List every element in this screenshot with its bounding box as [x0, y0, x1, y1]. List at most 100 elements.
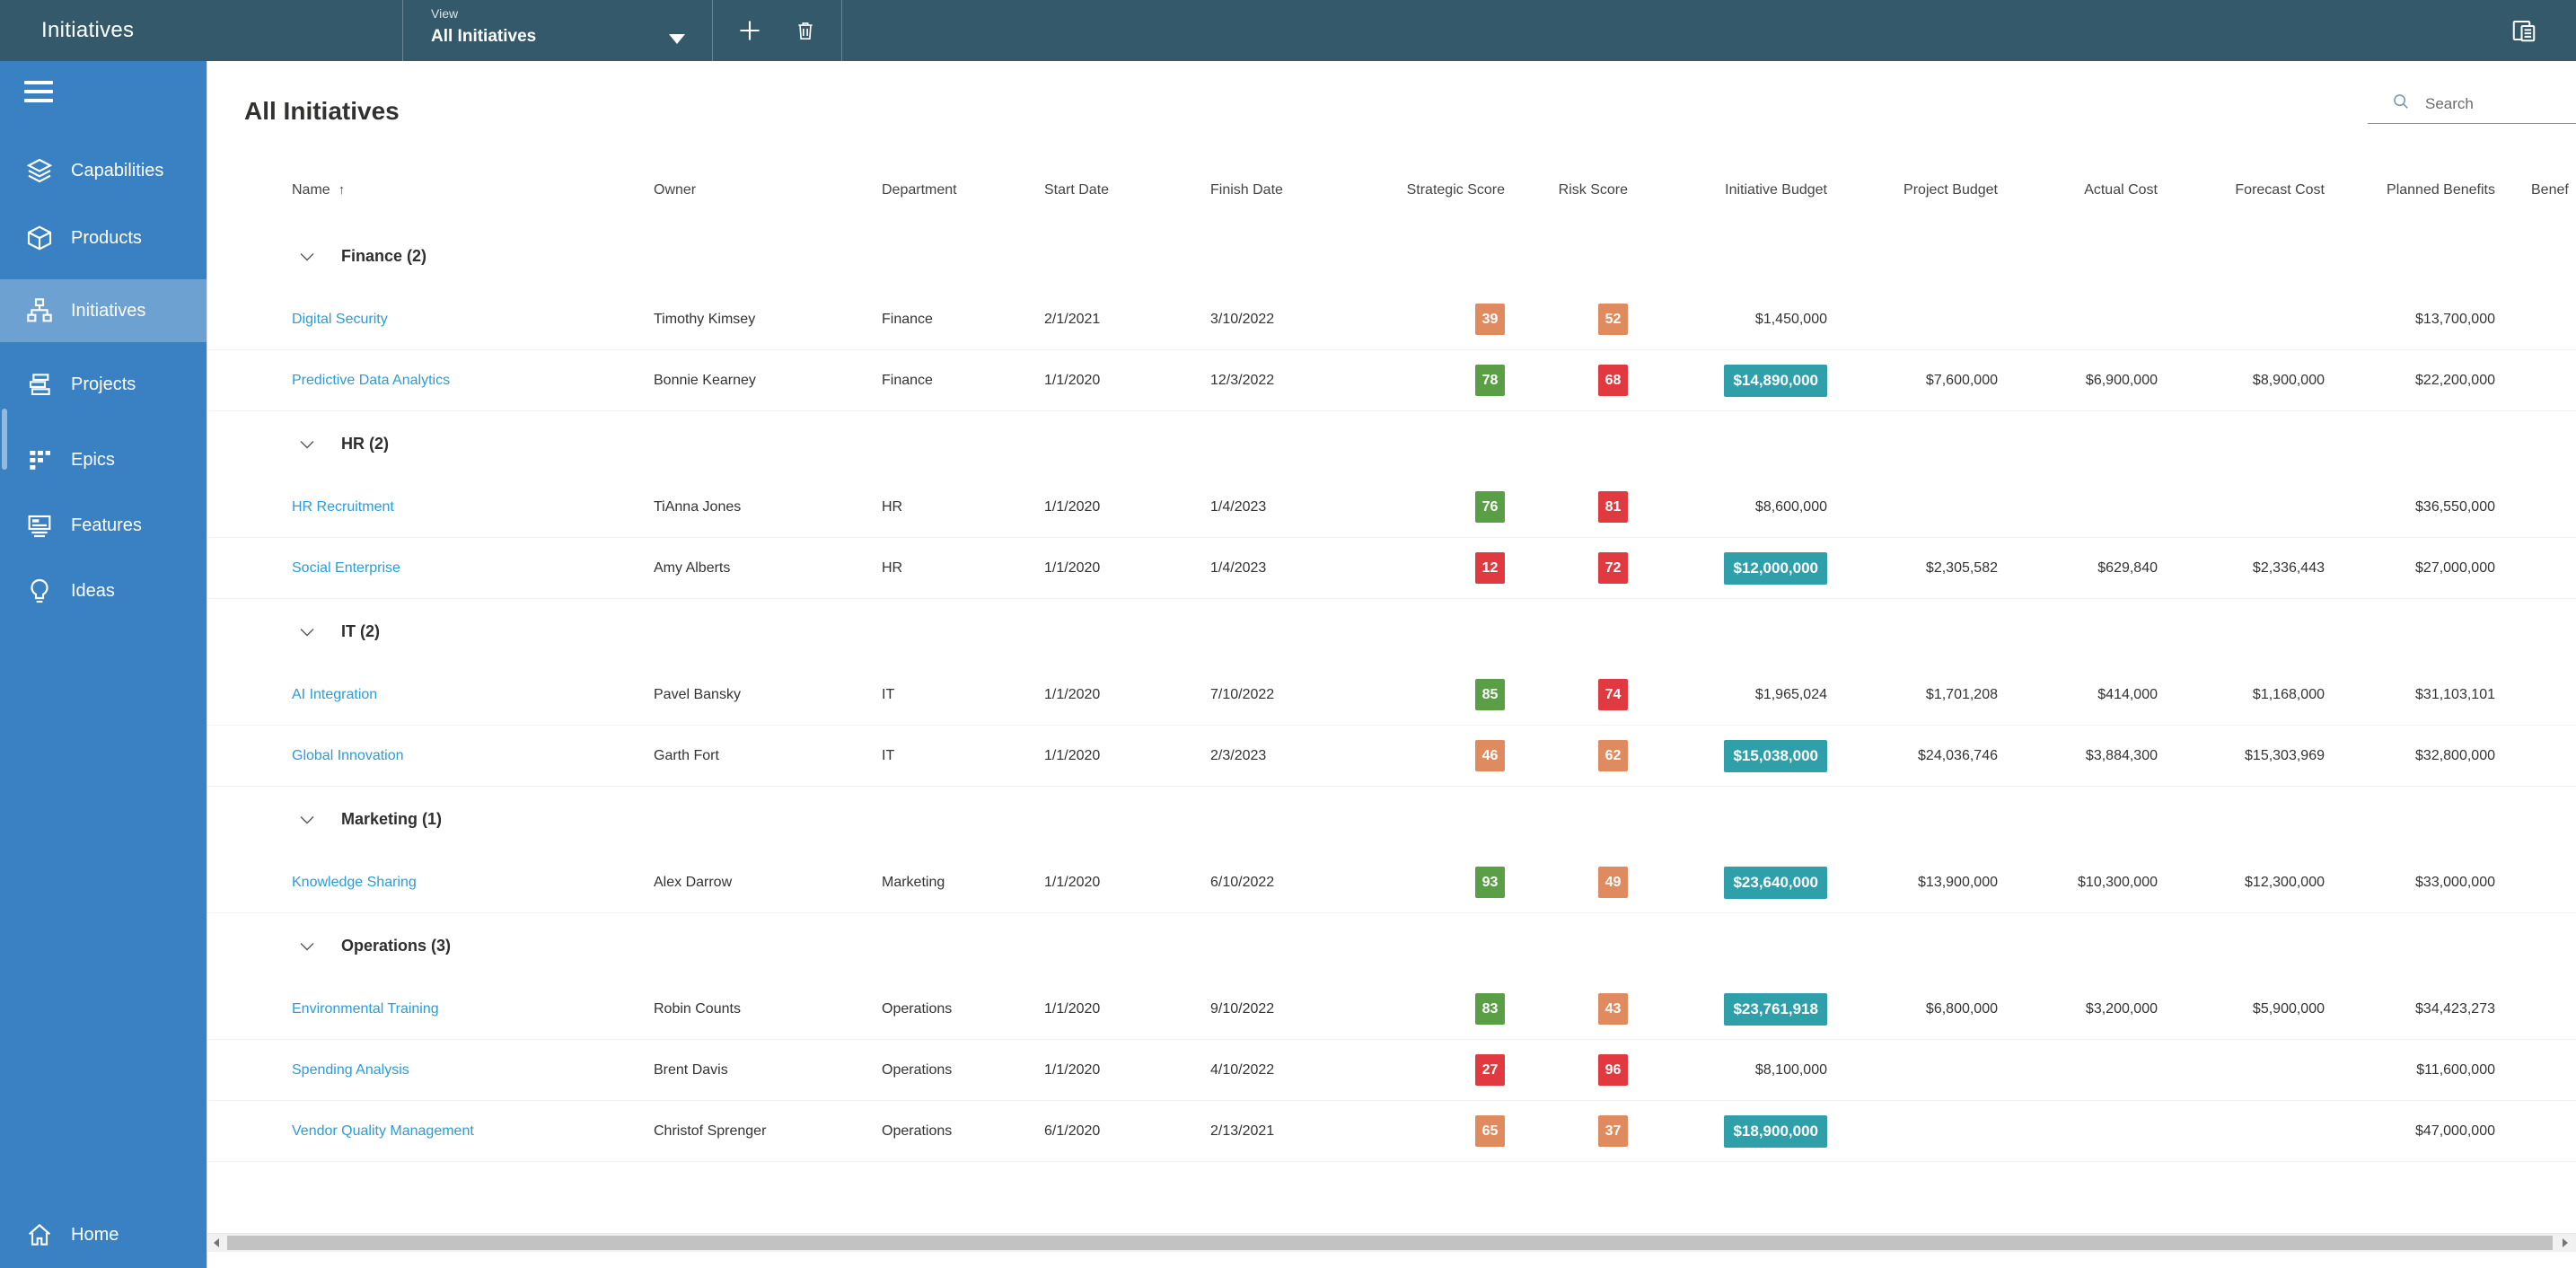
column-header-project-budget[interactable]: Project Budget — [1827, 182, 1998, 198]
department-cell: Operations — [882, 1000, 953, 1017]
forecast-cost-cell: $1,168,000 — [2252, 686, 2325, 702]
initiative-link[interactable]: Global Innovation — [292, 747, 404, 763]
sidebar-item-label: Projects — [71, 374, 136, 394]
owner-cell: Garth Fort — [654, 747, 719, 763]
initiative-link[interactable]: Social Enterprise — [292, 559, 400, 576]
initiative-link[interactable]: Environmental Training — [292, 1000, 439, 1017]
group-header[interactable]: Operations (3) — [207, 913, 2576, 979]
risk-score-cell: 68 — [1505, 365, 1628, 396]
initiative-budget-value: $8,100,000 — [1754, 1061, 1827, 1078]
topbar-divider — [402, 0, 403, 61]
chevron-down-icon[interactable] — [299, 250, 315, 264]
group-header[interactable]: Marketing (1) — [207, 787, 2576, 852]
column-header-benef[interactable]: Benef — [2495, 182, 2576, 198]
name-cell: Global Innovation — [207, 748, 654, 764]
initiative-budget-cell: $14,890,000 — [1628, 364, 1827, 397]
hierarchy-icon — [24, 295, 55, 326]
initiative-budget-cell: $8,100,000 — [1628, 1062, 1827, 1079]
top-bar: Initiatives View All Initiatives — [0, 0, 2576, 61]
strategic-score-badge: 12 — [1475, 552, 1505, 584]
actual-cost-cell: $10,300,000 — [2078, 874, 2158, 890]
sidebar-item-features[interactable]: Features — [0, 494, 207, 557]
finish-date-cell: 3/10/2022 — [1210, 311, 1275, 327]
initiative-link[interactable]: Predictive Data Analytics — [292, 372, 451, 388]
delete-initiative-button[interactable] — [779, 0, 831, 61]
sidebar-item-label: Features — [71, 515, 142, 535]
sidebar-item-products[interactable]: Products — [0, 207, 207, 269]
risk-score-badge: 49 — [1598, 867, 1628, 898]
column-header-label: Department — [882, 182, 957, 198]
hamburger-icon[interactable] — [24, 81, 53, 104]
sidebar-item-projects[interactable]: Projects — [0, 353, 207, 416]
column-header-label: Project Budget — [1903, 182, 1998, 198]
strategic-score-cell: 93 — [1372, 867, 1505, 898]
sidebar-item-epics[interactable]: Epics — [0, 428, 207, 491]
column-header-forecast-cost[interactable]: Forecast Cost — [2158, 182, 2325, 198]
planned-benefits-cell: $13,700,000 — [2415, 311, 2495, 327]
chevron-down-icon[interactable] — [299, 813, 315, 827]
scroll-right-arrow-icon[interactable] — [2556, 1234, 2574, 1252]
sidebar-item-ideas[interactable]: Ideas — [0, 559, 207, 622]
column-header-label: Start Date — [1044, 182, 1110, 198]
strategic-score-cell: 83 — [1372, 993, 1505, 1025]
actual-cost-cell: $3,884,300 — [2085, 747, 2158, 763]
initiative-link[interactable]: HR Recruitment — [292, 498, 394, 515]
finish-date-cell: 1/4/2023 — [1210, 559, 1267, 576]
strategic-score-badge: 85 — [1475, 679, 1505, 710]
scroll-left-arrow-icon[interactable] — [207, 1234, 225, 1252]
planned-benefits-cell: $31,103,101 — [2415, 686, 2495, 702]
planned-benefits-cell: $36,550,000 — [2415, 498, 2495, 515]
strategic-score-badge: 39 — [1475, 304, 1505, 335]
risk-score-badge: 81 — [1598, 491, 1628, 523]
strategic-score-badge: 46 — [1475, 740, 1505, 771]
start-date-cell: 1/1/2020 — [1044, 1061, 1101, 1078]
table-row: Digital Security Timothy Kimsey Finance 2/1… — [207, 289, 2576, 350]
initiative-link[interactable]: Vendor Quality Management — [292, 1123, 474, 1139]
chevron-down-icon[interactable] — [299, 437, 315, 452]
owner-cell: Amy Alberts — [654, 559, 731, 576]
finish-date-cell: 4/10/2022 — [1210, 1061, 1275, 1078]
start-date-cell: 1/1/2020 — [1044, 874, 1101, 890]
initiative-budget-cell: $8,600,000 — [1628, 499, 1827, 515]
scrollbar-thumb[interactable] — [227, 1236, 2553, 1250]
initiative-link[interactable]: Spending Analysis — [292, 1061, 409, 1078]
group-header[interactable]: HR (2) — [207, 411, 2576, 477]
sidebar-item-initiatives[interactable]: Initiatives — [0, 279, 207, 342]
group-header[interactable]: Finance (2) — [207, 224, 2576, 289]
details-panel-button[interactable] — [2498, 0, 2550, 61]
start-date-cell: 2/1/2021 — [1044, 311, 1101, 327]
sidebar-item-home[interactable]: Home — [0, 1203, 207, 1266]
column-header-name[interactable]: Name ↑ — [207, 182, 654, 198]
planned-benefits-cell: $47,000,000 — [2415, 1123, 2495, 1139]
view-label: View — [431, 6, 459, 21]
column-header-finish-date[interactable]: Finish Date — [1210, 182, 1372, 198]
layers-icon — [24, 155, 55, 186]
group-header[interactable]: IT (2) — [207, 599, 2576, 665]
column-header-start-date[interactable]: Start Date — [1044, 182, 1210, 198]
horizontal-scrollbar[interactable] — [207, 1233, 2576, 1252]
search-input[interactable] — [2423, 93, 2576, 114]
column-header-owner[interactable]: Owner — [654, 182, 882, 198]
sidebar-item-capabilities[interactable]: Capabilities — [0, 139, 207, 202]
column-header-strategic-score[interactable]: Strategic Score — [1372, 182, 1505, 198]
column-header-planned-benefits[interactable]: Planned Benefits — [2325, 182, 2495, 198]
initiative-link[interactable]: Digital Security — [292, 311, 388, 327]
chevron-down-icon[interactable] — [299, 939, 315, 954]
column-header-label: Planned Benefits — [2387, 182, 2495, 198]
initiative-link[interactable]: Knowledge Sharing — [292, 874, 417, 890]
initiative-budget-value: $23,640,000 — [1724, 866, 1827, 899]
column-header-actual-cost[interactable]: Actual Cost — [1998, 182, 2158, 198]
view-selector[interactable]: View All Initiatives — [402, 0, 712, 61]
chevron-down-icon[interactable] — [299, 625, 315, 639]
column-header-risk-score[interactable]: Risk Score — [1505, 182, 1628, 198]
strategic-score-cell: 39 — [1372, 304, 1505, 335]
initiative-link[interactable]: AI Integration — [292, 686, 378, 702]
owner-cell: Alex Darrow — [654, 874, 733, 890]
strategic-score-badge: 78 — [1475, 365, 1505, 396]
column-header-initiative-budget[interactable]: Initiative Budget — [1628, 182, 1827, 198]
column-header-label: Owner — [654, 182, 697, 198]
add-initiative-button[interactable] — [724, 0, 776, 61]
initiative-budget-value: $8,600,000 — [1754, 498, 1827, 515]
column-header-department[interactable]: Department — [882, 182, 1044, 198]
sidebar-scrollbar-thumb[interactable] — [2, 409, 7, 470]
